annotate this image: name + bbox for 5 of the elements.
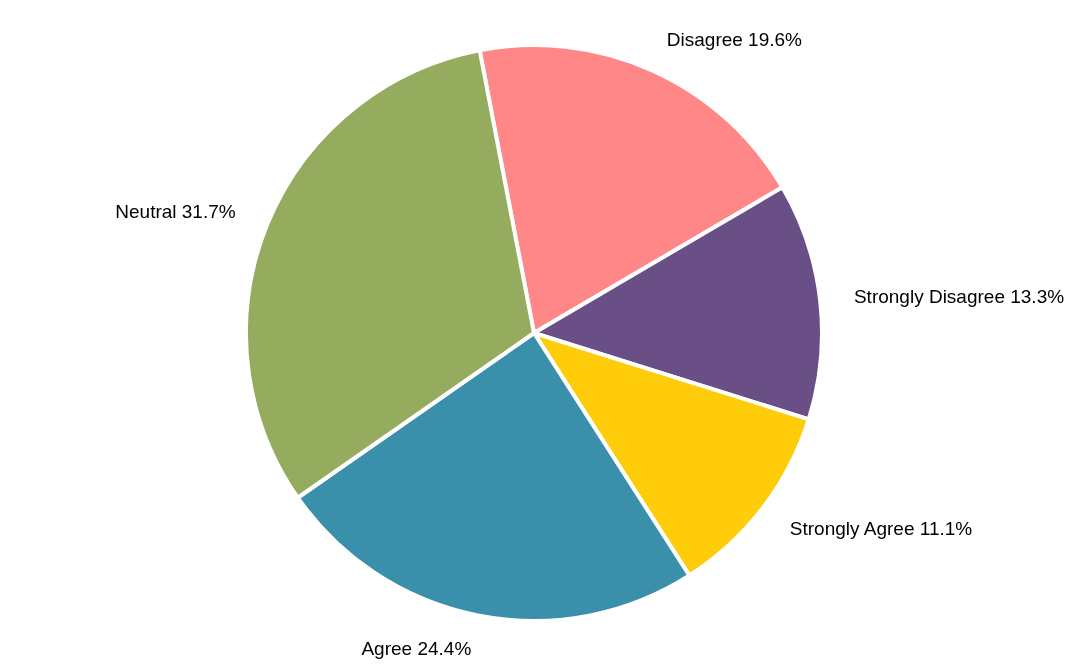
slice-label: Strongly Agree 11.1%	[789, 517, 973, 539]
slice-label: Disagree 19.6%	[666, 28, 803, 50]
slice-label: Neutral 31.7%	[115, 200, 236, 222]
slice-label: Agree 24.4%	[361, 637, 472, 659]
slice-label: Strongly Disagree 13.3%	[853, 285, 1065, 307]
